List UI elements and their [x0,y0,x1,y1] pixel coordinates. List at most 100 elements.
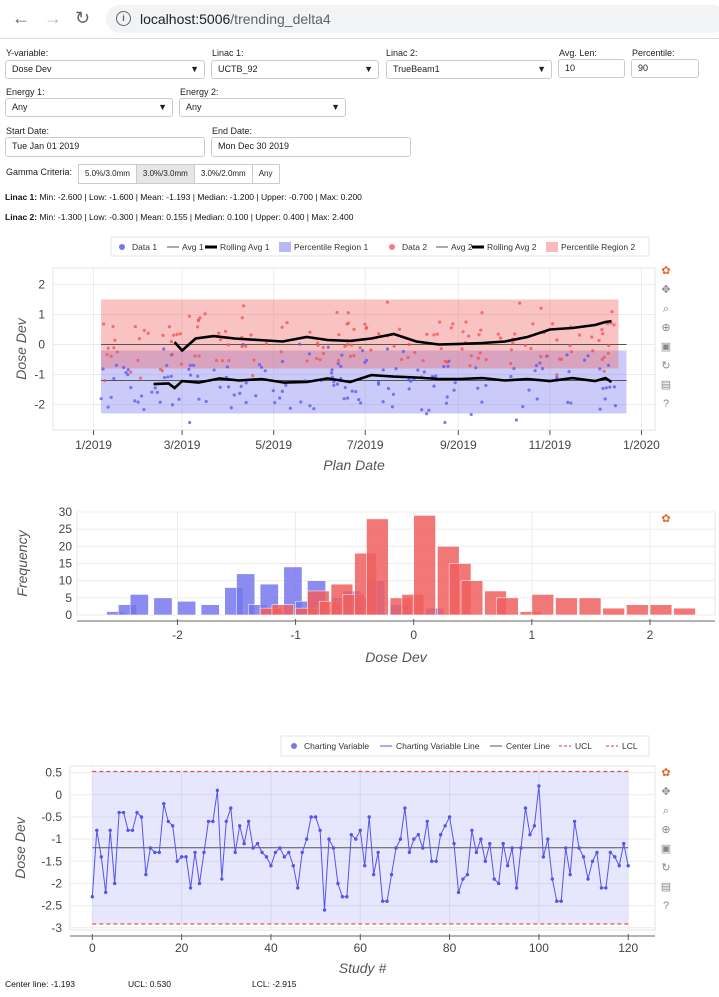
data-1-point [129,385,133,390]
save-icon[interactable]: ▣ [661,843,671,855]
ucl-readout: UCL: 0.530 [128,979,171,989]
reset-icon[interactable]: ↻ [661,360,670,372]
box-zoom-icon[interactable]: ⌕ [663,303,669,315]
data-2-point [385,300,390,304]
data-2-point [193,354,197,358]
charting-variable-point [363,864,367,868]
data-1-point [340,353,344,357]
legend-label: Center Line [506,741,550,751]
linac1-bar [153,597,173,616]
data-1-point [555,375,559,380]
data-2-point [316,343,320,348]
data-1-point [124,370,128,375]
help-icon[interactable]: ? [663,398,669,410]
data-1-point [139,394,144,398]
linac1-bar [129,594,149,616]
y-variable-select[interactable]: Dose Dev ▼ [5,60,205,79]
charting-variable-point [260,850,264,855]
data-2-point [545,354,549,358]
data-2-point [171,333,176,337]
reload-icon[interactable]: ↻ [75,8,91,28]
data-1-point [101,367,105,371]
wheel-zoom-icon[interactable]: ⊕ [661,322,670,334]
save-icon[interactable]: ▣ [661,341,671,353]
histogram-chart[interactable]: 0 5 10 15 20 25 30 -2 -1 0 1 2 Dose Dev Frequency ✿ [0,505,719,695]
box-zoom-icon[interactable]: ⌕ [663,805,669,817]
charting-variable-point [407,850,412,855]
charting-variable-point [470,828,474,832]
data-2-point [240,344,244,349]
data-1-point [153,386,157,390]
pan-icon[interactable]: ✥ [661,786,670,798]
data-2-point [318,358,322,362]
bokeh-logo-icon[interactable]: ✿ [661,513,670,525]
charting-variable-point [514,886,519,890]
charting-variable-point [188,886,193,890]
charting-variable-point [99,855,103,859]
start-date-input[interactable]: Tue Jan 01 2019 [5,137,205,157]
data-1-point [162,375,167,380]
site-info-icon[interactable]: i [116,11,131,26]
charting-variable-point [443,824,447,828]
data-2-point [352,354,356,358]
bokeh-logo-icon[interactable]: ✿ [661,767,670,779]
address-bar[interactable]: i localhost:5006/trending_delta4 [106,5,719,33]
control-chart[interactable]: Charting Variable Charting Variable Line C… [0,730,719,978]
charting-variable-point [626,864,630,868]
data-1-point [535,397,539,401]
pan-icon[interactable]: ✥ [661,284,670,296]
data-1-point [376,382,381,386]
avg-len-input[interactable]: 10 [558,59,625,78]
data-1-point [534,363,539,368]
wheel-zoom-icon[interactable]: ⊕ [661,824,670,836]
linac2-bar [271,604,295,616]
y-axis-label: Dose Dev [13,317,29,379]
data-2-point [523,343,528,348]
data-1-point [332,383,336,387]
data-2-point [137,337,142,341]
time-series-chart[interactable]: Data 1 Avg 1 Rolling Avg 1 Percentile Regio… [0,230,719,475]
data-1-point [126,373,130,377]
data-1-point [364,358,369,362]
percentile-input[interactable]: 90 [631,59,699,78]
data-2-point [477,333,481,337]
gamma-option-3-3-button[interactable]: 3.0%/3.0mm [135,164,195,184]
legend-label: Rolling Avg 2 [487,242,537,252]
charting-variable-point [327,837,331,841]
charting-variable-point [438,833,443,837]
data-2-point [133,324,137,329]
data-2-point [407,342,411,347]
charting-variable-point [367,815,371,819]
charting-variable-point [599,886,604,890]
reset-icon[interactable]: ↻ [661,862,670,874]
data-1-point [335,382,340,386]
charting-variable-point [532,824,537,828]
avg-len-label: Avg. Len: [559,48,597,58]
charting-variable-point [555,899,559,903]
gamma-option-3-2-button[interactable]: 3.0%/2.0mm [193,164,253,184]
data-2-point [315,356,319,361]
charting-variable-point [166,819,170,824]
gamma-option-any-button[interactable]: Any [251,164,280,184]
end-date-input[interactable]: Mon Dec 30 2019 [211,137,411,157]
charting-variable-point [171,824,175,828]
forward-arrow-icon[interactable]: → [44,8,62,28]
data-2-point [158,367,163,372]
data-1-point [342,397,346,401]
linac2-select[interactable]: TrueBeam1 ▼ [386,60,552,79]
data-1-point [357,398,361,402]
help-icon[interactable]: ? [663,900,669,912]
hover-icon[interactable]: ▤ [661,881,671,893]
linac1-select[interactable]: UCTB_92 ▼ [211,60,379,79]
data-2-point [601,332,605,336]
charting-variable-point [95,828,99,832]
energy1-select[interactable]: Any ▼ [5,98,173,117]
back-arrow-icon[interactable]: ← [12,8,30,28]
hover-icon[interactable]: ▤ [661,379,671,391]
energy2-select[interactable]: Any ▼ [179,98,346,117]
data-2-point [392,344,396,348]
gamma-option-5-3-button[interactable]: 5.0%/3.0mm [78,164,137,184]
bokeh-logo-icon[interactable]: ✿ [661,265,670,277]
data-2-point [105,352,109,357]
data-1-point [474,366,478,370]
